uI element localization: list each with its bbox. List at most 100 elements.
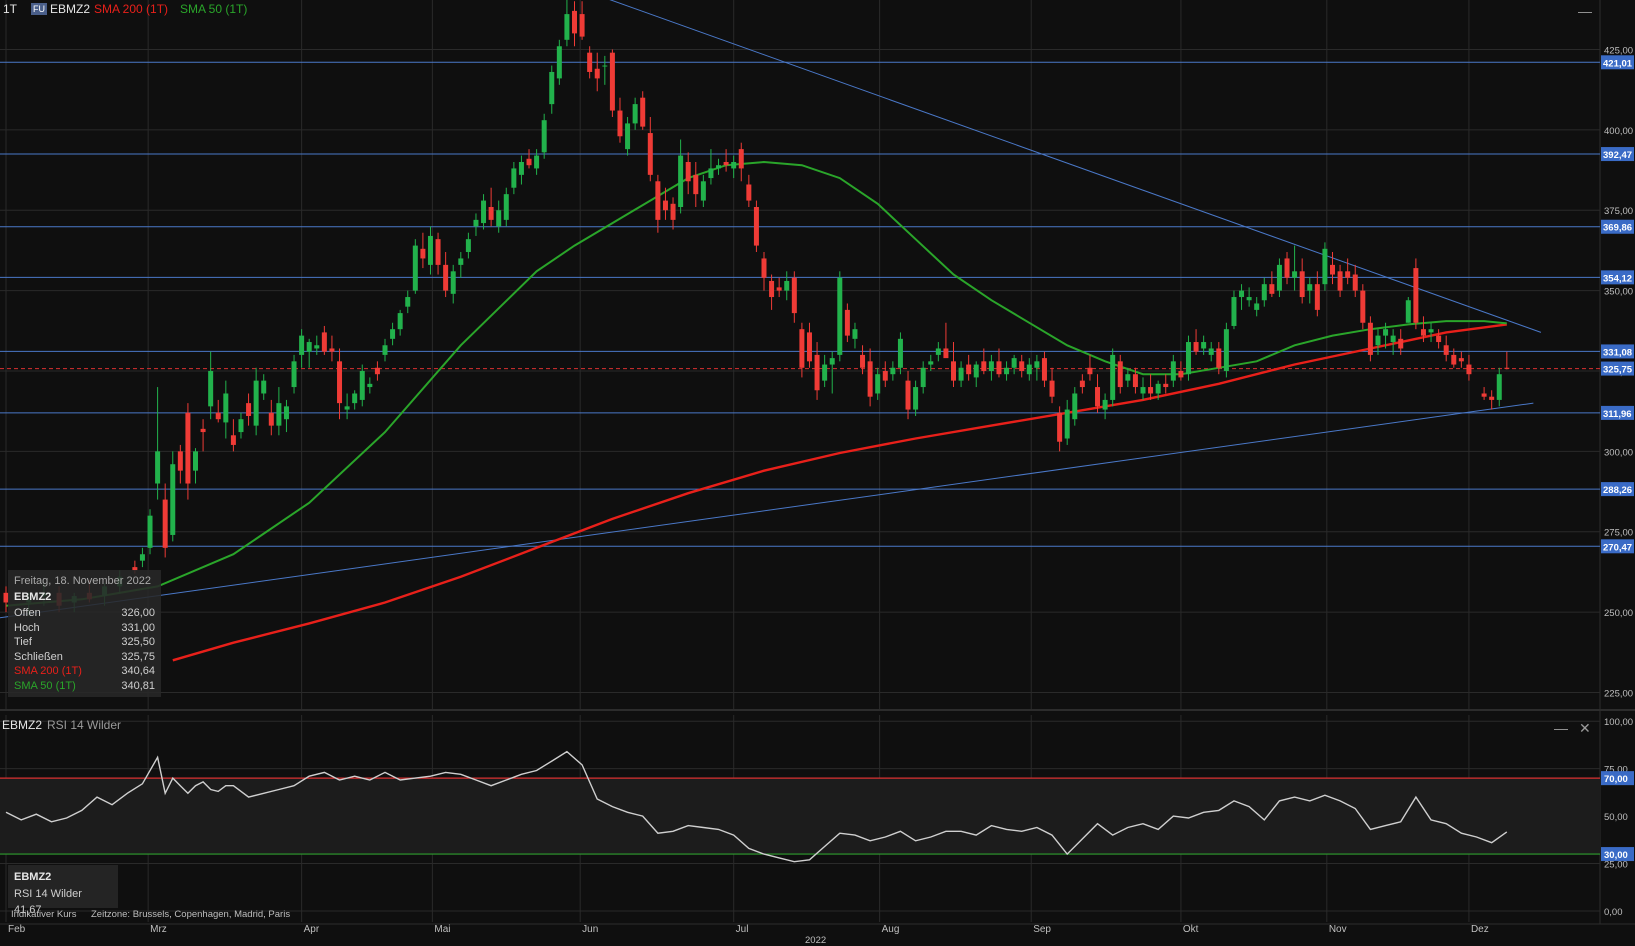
infobox-label: Schließen: [14, 650, 63, 663]
rsi-minimize-icon[interactable]: —: [1554, 720, 1568, 736]
level-tag: [1601, 344, 1634, 359]
rsi-close-icon[interactable]: ✕: [1579, 720, 1591, 736]
candle-body: [897, 338, 903, 368]
candle-body: [913, 387, 919, 410]
sma200-legend[interactable]: SMA 200 (1T): [94, 2, 169, 16]
candle-body: [412, 245, 418, 291]
candle-body: [1155, 383, 1161, 394]
candle-body: [1125, 374, 1131, 381]
candle-body: [1489, 396, 1495, 400]
candle-body: [1292, 271, 1298, 278]
interval-label[interactable]: 1T: [3, 2, 18, 16]
candle-body: [443, 264, 449, 291]
candle-body: [223, 393, 229, 423]
candle-body: [473, 219, 479, 227]
level-tag: [1601, 147, 1634, 162]
candle-body: [753, 207, 759, 246]
infobox-row-open: Offen 326,00: [14, 606, 155, 621]
candle-body: [367, 383, 373, 388]
candle-body: [1451, 354, 1457, 365]
candle-body: [935, 348, 941, 355]
candle-body: [359, 370, 365, 400]
candle-body: [261, 380, 267, 394]
candle-body: [1276, 264, 1282, 291]
candle-body: [814, 354, 820, 391]
level-tag: [1601, 482, 1634, 497]
rsi-line: [5, 750, 1508, 863]
candle-body: [268, 412, 274, 426]
rsi-tick-label: 100,00: [1604, 717, 1633, 728]
candle-body: [1420, 329, 1426, 336]
horizontal-levels: [0, 61, 1600, 547]
candle-body: [738, 149, 744, 169]
level-label: 288,26: [1603, 485, 1632, 496]
x-tick-label: Dez: [1471, 924, 1489, 935]
x-tick-label: Mai: [434, 924, 450, 935]
x-tick-label: Jun: [582, 924, 598, 935]
rsi-grid: [0, 715, 1600, 922]
candle-body: [731, 161, 737, 169]
candle-body: [1428, 329, 1434, 333]
candle-body: [1072, 393, 1078, 420]
level-tag: [1601, 219, 1634, 234]
y-tick-label: 275,00: [1604, 528, 1633, 539]
level-label: 354,12: [1603, 273, 1632, 284]
candle-body: [761, 258, 767, 278]
candle-body: [427, 235, 433, 265]
rsi-infobox: EBMZ2 RSI 14 Wilder 41,67: [8, 865, 118, 916]
candle-body: [1466, 364, 1472, 375]
rsi-indicator-label[interactable]: RSI 14 Wilder: [47, 718, 122, 732]
candle-body: [1041, 358, 1047, 381]
level-label: 369,86: [1603, 223, 1632, 234]
x-tick-label: Mrz: [150, 924, 167, 935]
candle-body: [1004, 367, 1010, 375]
candle-body: [1496, 374, 1502, 400]
candle-body: [283, 406, 289, 420]
rsi-symbol-label[interactable]: EBMZ2: [2, 718, 43, 732]
candle-body: [564, 14, 570, 40]
current-price-tag: [1601, 361, 1634, 376]
candle-body: [3, 592, 9, 603]
trendline: [609, 0, 1542, 333]
infobox-date: Freitag, 18. November 2022: [14, 575, 151, 587]
candle-body: [1284, 258, 1290, 278]
candle-body: [481, 200, 487, 224]
candle-body: [435, 239, 441, 265]
candle-body: [382, 345, 388, 355]
candle-body: [822, 364, 828, 381]
candle-body: [776, 287, 782, 291]
level-label: 421,01: [1603, 58, 1633, 69]
candle-body: [806, 332, 812, 362]
x-tick-label: Jul: [736, 924, 749, 935]
candle-body: [640, 97, 646, 127]
sma50-legend[interactable]: SMA 50 (1T): [180, 2, 248, 16]
candle-body: [518, 161, 524, 175]
candle-body: [928, 361, 934, 365]
candle-body: [246, 403, 252, 416]
candle-body: [534, 155, 540, 169]
candle-body: [791, 277, 797, 314]
candle-body: [1481, 393, 1487, 397]
infobox-label: Hoch: [14, 621, 40, 634]
candle-body: [200, 428, 206, 433]
candle-body: [943, 348, 949, 359]
symbol-label[interactable]: EBMZ2: [50, 2, 91, 16]
y-tick-label: 225,00: [1604, 689, 1633, 700]
candle-body: [276, 403, 282, 426]
candle-body: [973, 364, 979, 378]
y-tick-label: 375,00: [1604, 206, 1633, 217]
candle-body: [1299, 271, 1305, 298]
candle-body: [1223, 329, 1229, 371]
candle-body: [1405, 300, 1411, 323]
candle-body: [139, 554, 145, 561]
candle-body: [405, 297, 411, 307]
candle-body: [503, 194, 509, 220]
rsi-tick-label: 75,00: [1604, 765, 1628, 776]
price-axis: 225,00250,00275,00300,00325,00350,00375,…: [1601, 45, 1634, 918]
candle-body: [572, 10, 577, 34]
candle-body: [337, 361, 343, 404]
main-minimize-icon[interactable]: —: [1578, 3, 1592, 19]
candle-body: [321, 332, 327, 352]
level-tag: [1601, 539, 1634, 554]
candle-body: [185, 412, 191, 484]
